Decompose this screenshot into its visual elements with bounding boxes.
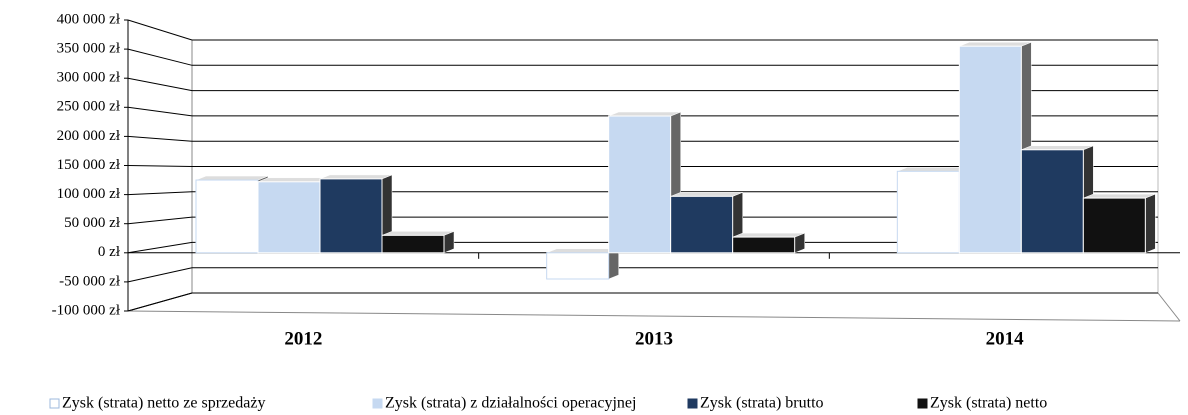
legend-swatch xyxy=(49,398,60,409)
grid-line xyxy=(127,19,193,41)
grid-line xyxy=(127,191,193,196)
grid-line xyxy=(127,267,193,283)
bar xyxy=(195,179,259,254)
bar-top xyxy=(670,192,743,197)
y-tick-label: 250 000 zł xyxy=(57,99,121,115)
y-tick-label: 100 000 zł xyxy=(57,186,121,202)
x-tick-label: 2014 xyxy=(986,328,1025,349)
bar-top xyxy=(608,111,681,117)
y-tick-label: 200 000 zł xyxy=(57,128,121,144)
grid-line xyxy=(127,165,193,167)
bar xyxy=(670,195,734,254)
bar xyxy=(958,45,1022,254)
y-tick-label: 300 000 zł xyxy=(57,70,121,86)
legend-swatch xyxy=(917,398,928,409)
legend-swatch xyxy=(372,398,383,409)
x-tick-label: 2013 xyxy=(635,328,673,349)
bar xyxy=(608,115,672,254)
grid-line xyxy=(127,241,193,254)
bar xyxy=(319,178,383,254)
bar xyxy=(1082,197,1146,254)
legend-swatch xyxy=(687,398,698,409)
legend-label: Zysk (strata) netto xyxy=(930,395,1047,412)
grid-line xyxy=(127,292,193,312)
bar-top xyxy=(257,177,331,183)
legend-label: Zysk (strata) z działalności operacyjnej xyxy=(385,395,636,412)
bar xyxy=(1020,149,1084,254)
grid-line xyxy=(127,77,193,92)
x-tick-label: 2012 xyxy=(284,328,322,349)
bar-top xyxy=(319,174,393,180)
grid-line xyxy=(127,216,193,225)
grid-line xyxy=(127,135,193,142)
y-tick-label: 150 000 zł xyxy=(57,157,121,173)
y-tick-label: -50 000 zł xyxy=(59,273,121,289)
bar xyxy=(732,236,796,254)
legend-label: Zysk (strata) netto ze sprzedaży xyxy=(62,395,265,412)
y-tick-label: 350 000 zł xyxy=(57,41,121,57)
bar-top xyxy=(1021,145,1094,151)
bar-top xyxy=(195,175,269,181)
bar-top xyxy=(959,41,1032,47)
bar xyxy=(896,170,960,254)
floor-edge xyxy=(1157,292,1181,322)
bar-side xyxy=(608,248,619,280)
floor-edge xyxy=(127,310,1181,322)
y-tick-label: 50 000 zł xyxy=(64,215,121,231)
y-tick-label: 0 zł xyxy=(98,244,121,260)
bar xyxy=(381,234,445,254)
y-tick-label: 400 000 zł xyxy=(57,11,121,27)
bar-side xyxy=(1145,193,1156,254)
bar-top xyxy=(732,232,805,238)
y-tick-label: -100 000 zł xyxy=(52,302,121,318)
bar xyxy=(257,181,321,254)
bar-top xyxy=(381,231,455,236)
bar xyxy=(546,252,610,280)
grid-line xyxy=(127,106,193,117)
grid-line xyxy=(127,48,193,66)
bar-top xyxy=(1083,193,1156,199)
bar-top xyxy=(897,167,970,172)
bar-top xyxy=(546,248,619,254)
legend-label: Zysk (strata) brutto xyxy=(700,395,824,412)
